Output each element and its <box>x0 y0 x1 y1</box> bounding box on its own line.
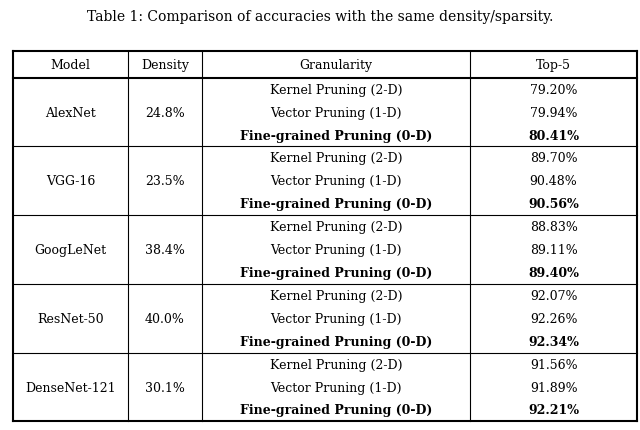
Text: ResNet-50: ResNet-50 <box>37 312 104 325</box>
Text: 80.41%: 80.41% <box>528 129 579 142</box>
Text: Table 1: Comparison of accuracies with the same density/sparsity.: Table 1: Comparison of accuracies with t… <box>87 10 553 24</box>
Text: 38.4%: 38.4% <box>145 243 185 256</box>
Text: 92.26%: 92.26% <box>530 312 577 325</box>
Text: 90.56%: 90.56% <box>528 198 579 211</box>
Text: 91.56%: 91.56% <box>530 358 577 371</box>
Text: Vector Pruning (1-D): Vector Pruning (1-D) <box>270 175 402 188</box>
Text: 89.11%: 89.11% <box>530 243 577 256</box>
Text: Density: Density <box>141 58 189 71</box>
Text: 90.48%: 90.48% <box>530 175 577 188</box>
Text: Vector Pruning (1-D): Vector Pruning (1-D) <box>270 381 402 393</box>
Text: Fine-grained Pruning (0-D): Fine-grained Pruning (0-D) <box>240 335 432 348</box>
Text: 79.20%: 79.20% <box>530 83 577 96</box>
Text: Kernel Pruning (2-D): Kernel Pruning (2-D) <box>269 221 403 233</box>
Text: Kernel Pruning (2-D): Kernel Pruning (2-D) <box>269 289 403 302</box>
Text: Vector Pruning (1-D): Vector Pruning (1-D) <box>270 106 402 120</box>
Text: Kernel Pruning (2-D): Kernel Pruning (2-D) <box>269 83 403 96</box>
Text: Granularity: Granularity <box>300 58 372 71</box>
Text: Vector Pruning (1-D): Vector Pruning (1-D) <box>270 243 402 256</box>
Text: 89.70%: 89.70% <box>530 152 577 165</box>
Text: Vector Pruning (1-D): Vector Pruning (1-D) <box>270 312 402 325</box>
Text: Fine-grained Pruning (0-D): Fine-grained Pruning (0-D) <box>240 198 432 211</box>
Text: Top-5: Top-5 <box>536 58 571 71</box>
Text: AlexNet: AlexNet <box>45 106 96 120</box>
Text: VGG-16: VGG-16 <box>45 175 95 188</box>
Text: 92.07%: 92.07% <box>530 289 577 302</box>
Text: Fine-grained Pruning (0-D): Fine-grained Pruning (0-D) <box>240 129 432 142</box>
Text: 23.5%: 23.5% <box>145 175 184 188</box>
Text: 30.1%: 30.1% <box>145 381 185 393</box>
Text: Fine-grained Pruning (0-D): Fine-grained Pruning (0-D) <box>240 266 432 280</box>
Text: 92.21%: 92.21% <box>528 403 579 417</box>
Text: Kernel Pruning (2-D): Kernel Pruning (2-D) <box>269 358 403 371</box>
Text: 91.89%: 91.89% <box>530 381 577 393</box>
Text: Kernel Pruning (2-D): Kernel Pruning (2-D) <box>269 152 403 165</box>
Text: 89.40%: 89.40% <box>528 266 579 280</box>
Text: Model: Model <box>51 58 90 71</box>
Text: DenseNet-121: DenseNet-121 <box>25 381 116 393</box>
Text: 92.34%: 92.34% <box>528 335 579 348</box>
Text: 40.0%: 40.0% <box>145 312 185 325</box>
Text: 24.8%: 24.8% <box>145 106 185 120</box>
Text: 79.94%: 79.94% <box>530 106 577 120</box>
Text: 88.83%: 88.83% <box>530 221 577 233</box>
Text: Fine-grained Pruning (0-D): Fine-grained Pruning (0-D) <box>240 403 432 417</box>
Text: GoogLeNet: GoogLeNet <box>35 243 106 256</box>
